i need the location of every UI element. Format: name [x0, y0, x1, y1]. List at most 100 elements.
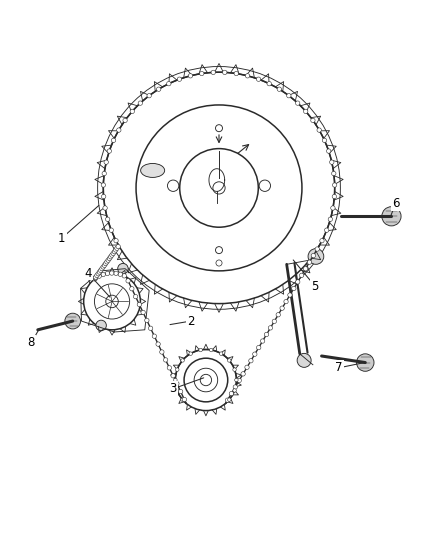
Circle shape: [317, 128, 321, 132]
Circle shape: [332, 171, 336, 176]
Circle shape: [300, 273, 304, 278]
Circle shape: [166, 82, 171, 86]
Circle shape: [233, 368, 236, 372]
Circle shape: [228, 398, 231, 401]
Circle shape: [137, 302, 141, 306]
Circle shape: [308, 248, 324, 264]
Circle shape: [311, 253, 315, 258]
Circle shape: [147, 93, 152, 98]
Circle shape: [113, 248, 118, 252]
Circle shape: [277, 87, 282, 91]
Circle shape: [189, 352, 192, 356]
Circle shape: [213, 182, 225, 194]
Circle shape: [284, 300, 288, 304]
Circle shape: [296, 280, 300, 284]
Circle shape: [101, 265, 106, 269]
Circle shape: [200, 374, 212, 386]
Circle shape: [268, 326, 272, 330]
Circle shape: [100, 266, 104, 271]
Circle shape: [130, 287, 134, 291]
Circle shape: [141, 310, 145, 314]
Circle shape: [109, 255, 113, 259]
Circle shape: [182, 397, 187, 402]
Circle shape: [307, 260, 311, 264]
Circle shape: [104, 160, 108, 164]
Circle shape: [188, 74, 193, 78]
Circle shape: [322, 138, 327, 142]
Circle shape: [173, 378, 177, 382]
Circle shape: [106, 295, 118, 308]
Circle shape: [110, 271, 114, 275]
Circle shape: [331, 206, 335, 210]
Circle shape: [97, 270, 102, 274]
Circle shape: [109, 228, 113, 232]
Ellipse shape: [141, 164, 165, 177]
Circle shape: [99, 268, 103, 272]
Circle shape: [116, 245, 120, 249]
Circle shape: [167, 366, 172, 370]
Text: 4: 4: [84, 266, 92, 279]
Circle shape: [332, 183, 337, 187]
Circle shape: [156, 342, 160, 346]
Circle shape: [249, 359, 253, 363]
Text: 8: 8: [28, 336, 35, 350]
Circle shape: [276, 312, 280, 317]
Circle shape: [181, 359, 184, 362]
Circle shape: [288, 293, 292, 297]
Circle shape: [223, 70, 227, 75]
Circle shape: [241, 372, 245, 376]
Circle shape: [95, 273, 99, 278]
Circle shape: [292, 286, 296, 290]
Circle shape: [233, 389, 237, 392]
Circle shape: [177, 77, 182, 82]
Circle shape: [296, 101, 300, 106]
Circle shape: [304, 266, 308, 271]
Circle shape: [272, 319, 276, 324]
Circle shape: [106, 258, 110, 262]
Circle shape: [156, 87, 161, 91]
Circle shape: [163, 358, 168, 362]
Circle shape: [237, 378, 241, 383]
Circle shape: [111, 138, 116, 142]
Circle shape: [209, 348, 213, 352]
Circle shape: [130, 109, 134, 114]
Text: 1: 1: [58, 232, 66, 245]
Circle shape: [118, 272, 123, 277]
Circle shape: [357, 354, 374, 372]
Circle shape: [117, 128, 121, 132]
Circle shape: [102, 171, 106, 176]
Circle shape: [171, 374, 175, 378]
Circle shape: [145, 318, 149, 322]
Circle shape: [200, 71, 204, 76]
Circle shape: [215, 247, 223, 254]
Circle shape: [297, 353, 311, 367]
Circle shape: [103, 261, 108, 266]
Circle shape: [102, 263, 106, 268]
Circle shape: [65, 313, 81, 329]
Text: 5: 5: [311, 280, 319, 293]
Circle shape: [148, 326, 153, 330]
Circle shape: [105, 271, 110, 276]
Circle shape: [211, 70, 215, 75]
Circle shape: [265, 332, 268, 337]
Circle shape: [225, 398, 230, 402]
Circle shape: [175, 382, 179, 386]
Text: 6: 6: [392, 197, 399, 209]
Circle shape: [328, 217, 332, 221]
Circle shape: [102, 195, 106, 199]
Circle shape: [126, 279, 130, 283]
Circle shape: [245, 74, 250, 78]
Circle shape: [122, 273, 127, 278]
Circle shape: [176, 368, 179, 372]
Circle shape: [152, 334, 156, 338]
Circle shape: [330, 160, 334, 164]
Circle shape: [261, 339, 265, 343]
Circle shape: [181, 398, 184, 401]
Circle shape: [107, 256, 112, 261]
Circle shape: [320, 238, 324, 243]
Circle shape: [112, 249, 117, 254]
Circle shape: [167, 180, 179, 191]
Circle shape: [101, 183, 106, 187]
Circle shape: [267, 82, 272, 86]
Circle shape: [245, 365, 249, 369]
